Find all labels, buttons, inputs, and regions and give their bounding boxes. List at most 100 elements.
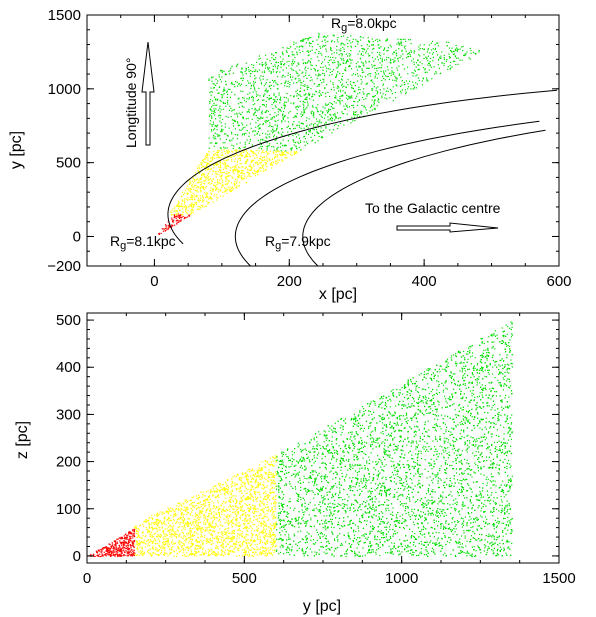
scatter-point (285, 145, 287, 147)
scatter-point (407, 73, 409, 75)
scatter-point (131, 554, 133, 556)
scatter-point (287, 153, 289, 155)
scatter-point (290, 76, 292, 78)
scatter-point (378, 47, 380, 49)
scatter-point (176, 219, 178, 221)
scatter-point (140, 552, 142, 554)
scatter-point (359, 57, 361, 59)
scatter-point (350, 87, 353, 89)
scatter-point (374, 75, 376, 77)
scatter-point (242, 177, 244, 179)
scatter-point (170, 514, 172, 517)
scatter-point (298, 124, 300, 126)
scatter-point (343, 35, 345, 37)
scatter-point (366, 93, 368, 96)
scatter-point (253, 506, 255, 508)
scatter-point (280, 66, 282, 68)
scatter-point (223, 514, 225, 516)
scatter-point (263, 515, 265, 518)
scatter-point (317, 124, 319, 126)
scatter-point (266, 541, 268, 543)
scatter-point (200, 204, 203, 207)
scatter-point (195, 538, 197, 540)
scatter-point (271, 534, 273, 536)
scatter-point (104, 554, 106, 556)
scatter-point (269, 492, 271, 495)
scatter-point (309, 130, 311, 132)
scatter-point (210, 193, 213, 195)
scatter-point (259, 494, 261, 496)
scatter-point (313, 116, 315, 118)
scatter-point (263, 521, 265, 523)
scatter-point (217, 115, 220, 117)
scatter-point (265, 54, 267, 56)
scatter-point (229, 496, 231, 498)
scatter-point (240, 506, 242, 508)
scatter-point (268, 158, 270, 160)
scatter-point (199, 511, 201, 514)
scatter-point (443, 54, 445, 57)
scatter-point (299, 69, 301, 71)
scatter-point (249, 503, 251, 505)
scatter-point (221, 70, 223, 72)
scatter-point (312, 113, 314, 115)
scatter-point (293, 144, 295, 146)
scatter-point (344, 69, 346, 71)
scatter-point (197, 191, 199, 193)
scatter-point (264, 547, 266, 549)
scatter-point (277, 84, 279, 86)
galactocentric-arc (302, 129, 546, 267)
scatter-point (213, 504, 215, 506)
scatter-point (210, 157, 212, 159)
scatter-point (271, 473, 273, 475)
scatter-point (365, 50, 367, 52)
scatter-point (426, 51, 428, 53)
scatter-point (240, 151, 242, 153)
scatter-point (304, 135, 306, 137)
scatter-point (211, 80, 213, 82)
scatter-point (274, 100, 276, 102)
scatter-point (223, 70, 225, 72)
scatter-point (229, 188, 231, 190)
scatter-point (246, 168, 249, 170)
scatter-point (168, 516, 170, 518)
scatter-point (226, 178, 228, 180)
scatter-point (275, 457, 277, 459)
scatter-point (241, 506, 243, 508)
scatter-point (181, 542, 183, 544)
scatter-point (159, 520, 161, 523)
scatter-point (325, 48, 327, 50)
scatter-point (180, 205, 183, 207)
scatter-point (282, 131, 284, 133)
scatter-point (135, 528, 137, 530)
scatter-point (124, 538, 126, 540)
scatter-point (127, 551, 129, 553)
scatter-point (302, 50, 304, 52)
scatter-point (129, 541, 131, 543)
scatter-point (99, 553, 101, 555)
scatter-point (288, 65, 290, 67)
scatter-point (288, 112, 290, 114)
scatter-point (274, 522, 276, 524)
scatter-point (379, 62, 381, 64)
scatter-point (193, 188, 195, 190)
scatter-point (450, 50, 452, 52)
scatter-point (223, 149, 225, 151)
scatter-point (224, 528, 226, 531)
scatter-point (259, 106, 261, 108)
scatter-point (318, 60, 320, 62)
scatter-point (132, 537, 134, 539)
scatter-point (305, 74, 307, 76)
scatter-point (186, 513, 188, 515)
scatter-point (252, 540, 255, 542)
scatter-point (368, 73, 370, 75)
scatter-point (407, 56, 409, 58)
scatter-point (277, 108, 279, 110)
scatter-point (303, 100, 305, 102)
scatter-point (273, 149, 275, 151)
scatter-point (214, 193, 216, 195)
scatter-point (128, 539, 130, 541)
scatter-point (100, 555, 102, 557)
scatter-point (210, 129, 213, 131)
scatter-point (211, 198, 213, 200)
